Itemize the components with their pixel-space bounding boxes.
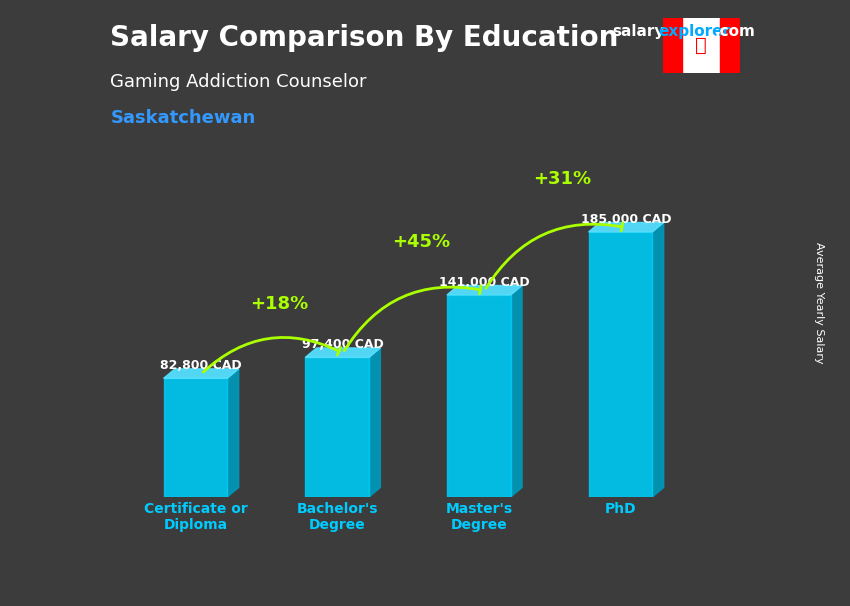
Polygon shape: [227, 369, 239, 497]
Text: 🍁: 🍁: [695, 36, 707, 55]
Polygon shape: [511, 285, 522, 497]
Polygon shape: [653, 222, 664, 497]
Bar: [305, 358, 369, 497]
Bar: [163, 378, 227, 497]
Text: +45%: +45%: [392, 233, 450, 251]
Bar: [663, 18, 682, 73]
Text: salary: salary: [612, 24, 665, 39]
Text: explorer: explorer: [659, 24, 731, 39]
Bar: [588, 232, 653, 497]
Polygon shape: [369, 348, 381, 497]
Polygon shape: [163, 369, 239, 378]
Polygon shape: [588, 222, 664, 232]
Text: 82,800 CAD: 82,800 CAD: [161, 359, 242, 372]
Text: 185,000 CAD: 185,000 CAD: [581, 213, 672, 226]
Bar: [447, 295, 511, 497]
Text: Average Yearly Salary: Average Yearly Salary: [814, 242, 824, 364]
Text: 141,000 CAD: 141,000 CAD: [439, 276, 530, 289]
Text: Saskatchewan: Saskatchewan: [110, 109, 256, 127]
Bar: [720, 18, 740, 73]
Text: .com: .com: [714, 24, 755, 39]
Text: +18%: +18%: [250, 295, 309, 313]
Text: Gaming Addiction Counselor: Gaming Addiction Counselor: [110, 73, 367, 91]
Polygon shape: [305, 348, 381, 358]
Text: +31%: +31%: [533, 170, 592, 188]
Text: Salary Comparison By Education: Salary Comparison By Education: [110, 24, 619, 52]
Text: 97,400 CAD: 97,400 CAD: [302, 338, 383, 351]
Polygon shape: [447, 285, 522, 295]
